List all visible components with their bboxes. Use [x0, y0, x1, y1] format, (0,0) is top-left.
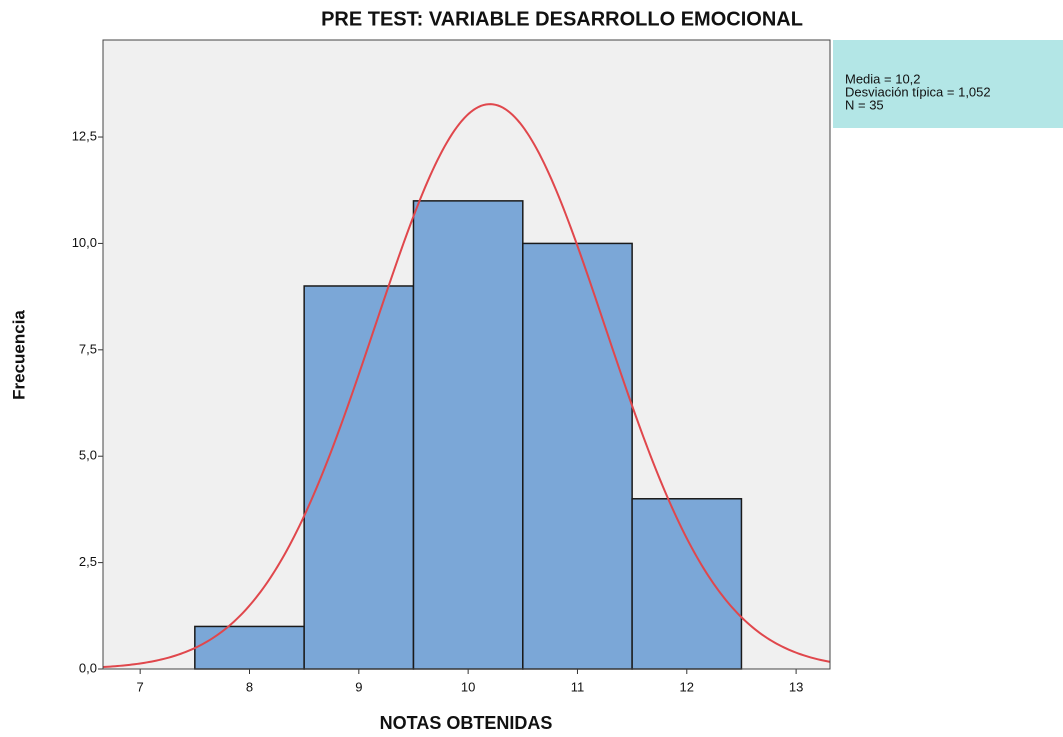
normal-curve [102, 103, 831, 669]
y-tick-label: 10,0 [72, 235, 97, 250]
bar [522, 242, 633, 670]
y-tick-label: 7,5 [79, 341, 97, 356]
x-tick-label: 11 [571, 679, 585, 694]
plot-frame [102, 39, 831, 670]
bar [303, 285, 415, 670]
x-axis-label: NOTAS OBTENIDAS [380, 713, 553, 733]
stats-text: Desviación típica = 1,052 [845, 84, 991, 99]
bar [412, 200, 524, 670]
stats-text: N = 35 [845, 97, 884, 112]
y-tick-label: 0,0 [79, 660, 97, 675]
x-tick-label: 13 [789, 679, 803, 694]
x-tick-label: 10 [461, 679, 475, 694]
chart-title: PRE TEST: VARIABLE DESARROLLO EMOCIONAL [321, 8, 803, 30]
x-tick-label: 7 [137, 679, 144, 694]
stats-text: Media = 10,2 [845, 71, 921, 86]
bar [194, 625, 305, 670]
x-tick-label: 12 [680, 679, 694, 694]
y-tick-label: 12,5 [72, 128, 97, 143]
y-tick-label: 2,5 [79, 554, 97, 569]
bar [631, 498, 743, 670]
stats-box [833, 40, 1063, 128]
y-axis-label: Frecuencia [9, 310, 28, 400]
x-tick-label: 8 [246, 679, 253, 694]
y-tick-label: 5,0 [79, 448, 97, 463]
x-tick-label: 9 [355, 679, 362, 694]
